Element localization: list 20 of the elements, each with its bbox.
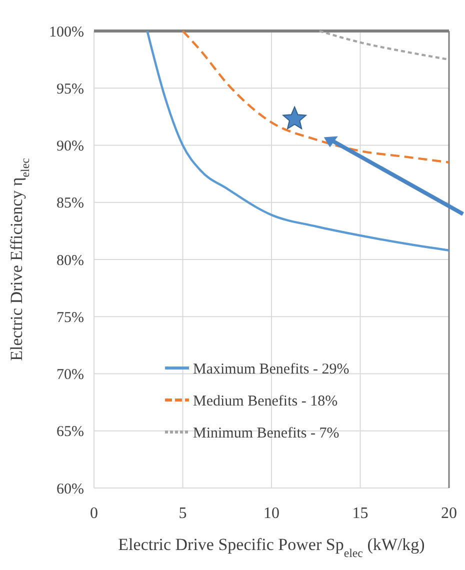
y-tick-label: 95% — [56, 81, 84, 98]
legend-label: Maximum Benefits - 29% — [193, 361, 350, 378]
y-tick-label: 60% — [56, 481, 84, 498]
y-tick-label: 70% — [56, 367, 84, 383]
x-tick-label: 10 — [264, 505, 280, 522]
x-tick-label: 0 — [90, 505, 98, 522]
line-series — [146, 30, 450, 252]
legend-label: Medium Benefits - 18% — [193, 393, 338, 410]
legend-label: Minimum Benefits - 7% — [193, 425, 340, 442]
y-tick-label: 75% — [56, 310, 84, 326]
x-tick-label: 5 — [178, 505, 187, 522]
y-tick-label: 85% — [56, 196, 84, 212]
y-tick-label: 90% — [56, 138, 84, 154]
y-tick-label: 65% — [56, 424, 84, 440]
y-tick-label: 100% — [49, 24, 84, 40]
x-tick-label: 15 — [352, 505, 368, 522]
x-axis-title: Electric Drive Specific Power Sp$_{elec}$ (kW/kg) — [118, 535, 425, 560]
line-series — [182, 30, 450, 164]
x-tick-label: 20 — [441, 505, 457, 522]
y-tick-label: 80% — [56, 252, 84, 269]
